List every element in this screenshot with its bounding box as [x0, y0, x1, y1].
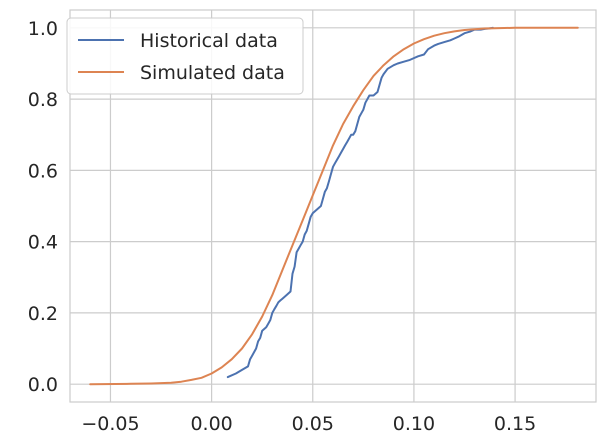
legend-box — [66, 17, 304, 95]
y-tick-label: 0.0 — [28, 374, 58, 396]
x-tick-label: 0.10 — [393, 413, 435, 435]
y-tick-labels: 0.0 0.2 0.4 0.6 0.8 1.0 — [28, 18, 58, 396]
y-tick-label: 1.0 — [28, 18, 58, 40]
y-tick-label: 0.6 — [28, 160, 58, 182]
y-tick-label: 0.8 — [28, 89, 58, 111]
legend-label: Simulated data — [140, 62, 285, 84]
series-line-historical — [226, 26, 494, 379]
y-tick-label: 0.4 — [28, 232, 58, 254]
plot-frame — [69, 9, 597, 403]
y-tick-label: 0.2 — [28, 303, 58, 325]
legend: Historical data Simulated data — [66, 17, 304, 95]
x-tick-labels: −0.05 0.00 0.05 0.10 0.15 — [81, 413, 536, 435]
legend-label: Historical data — [140, 30, 278, 52]
x-tick-label: −0.05 — [81, 413, 139, 435]
x-tick-label: 0.05 — [292, 413, 334, 435]
x-tick-label: 0.15 — [494, 413, 536, 435]
axes-frame — [69, 9, 597, 403]
series-line-simulated — [89, 26, 579, 386]
series-lines — [89, 26, 579, 386]
x-tick-label: 0.00 — [190, 413, 232, 435]
